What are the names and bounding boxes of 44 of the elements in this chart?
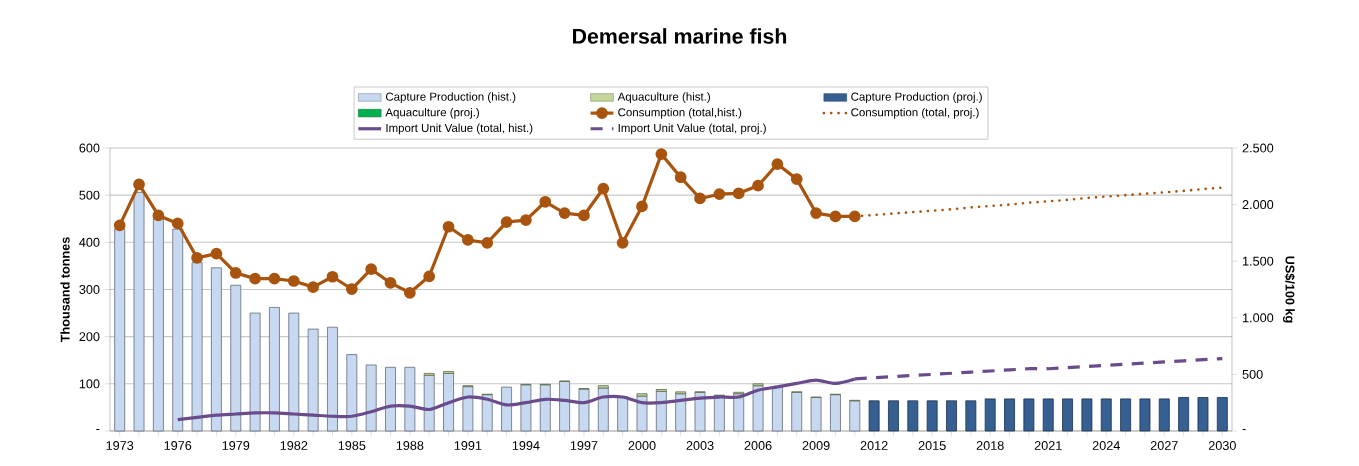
x-tick-label: 1985	[338, 441, 366, 450]
x-tick-label: 2021	[1034, 441, 1062, 450]
y2-tick-label: 1.500	[1243, 256, 1274, 266]
legend-label: Aquaculture (hist.)	[617, 92, 710, 103]
y2-axis-title: US$/100 kg	[1282, 256, 1295, 323]
legend-label: Capture Production (hist.)	[385, 92, 516, 103]
x-tick-label: 2018	[976, 441, 1004, 450]
y-tick-label: 100	[79, 379, 100, 389]
x-tick-label: 2000	[628, 441, 656, 450]
y-tick-label: -	[96, 429, 100, 431]
x-tick-label: 2006	[744, 441, 772, 450]
y-tick-label: 500	[79, 190, 100, 200]
x-tick-label: 2012	[860, 441, 888, 450]
legend-label: Aquaculture (proj.)	[385, 107, 479, 119]
y2-tick-label: 2.000	[1242, 200, 1274, 210]
x-tick-label: 1997	[570, 441, 598, 450]
x-tick-label: 2027	[1150, 441, 1178, 450]
x-tick-label: 1973	[106, 441, 134, 450]
legend-label: Consumption (total, proj.)	[851, 107, 979, 119]
x-tick-label: 2024	[1092, 441, 1120, 450]
legend-label: Import Unit Value (total, hist.)	[386, 123, 533, 135]
x-tick-label: 1982	[280, 441, 308, 450]
y2-tick-label: 2.500	[1242, 143, 1274, 153]
y2-tick-label: 1.000	[1243, 313, 1274, 323]
x-tick-label: 1991	[454, 441, 482, 450]
legend-label: Capture Production (proj.)	[851, 92, 982, 103]
x-tick-label: 2015	[918, 441, 946, 450]
y-tick-label: 200	[79, 332, 100, 342]
x-tick-label: 1988	[396, 441, 424, 450]
x-tick-label: 1979	[222, 441, 250, 450]
y-tick-label: 400	[79, 237, 100, 247]
y2-tick-label: 500	[1242, 369, 1263, 379]
legend-label: Import Unit Value (total, proj.)	[618, 123, 766, 135]
y-axis-title: Thousand tonnes	[60, 237, 70, 343]
chart-title: Demersal marine fish	[573, 28, 787, 44]
y2-tick-label: -	[1242, 429, 1246, 431]
x-tick-label: 1994	[512, 441, 540, 450]
x-tick-label: 2030	[1208, 441, 1236, 450]
y-tick-label: 300	[79, 285, 100, 294]
x-tick-label: 1976	[164, 441, 192, 450]
legend-label: Consumption (total,hist.)	[618, 107, 742, 119]
x-tick-label: 2009	[802, 441, 830, 450]
x-tick-label: 2003	[686, 441, 714, 450]
y-tick-label: 600	[79, 143, 100, 153]
